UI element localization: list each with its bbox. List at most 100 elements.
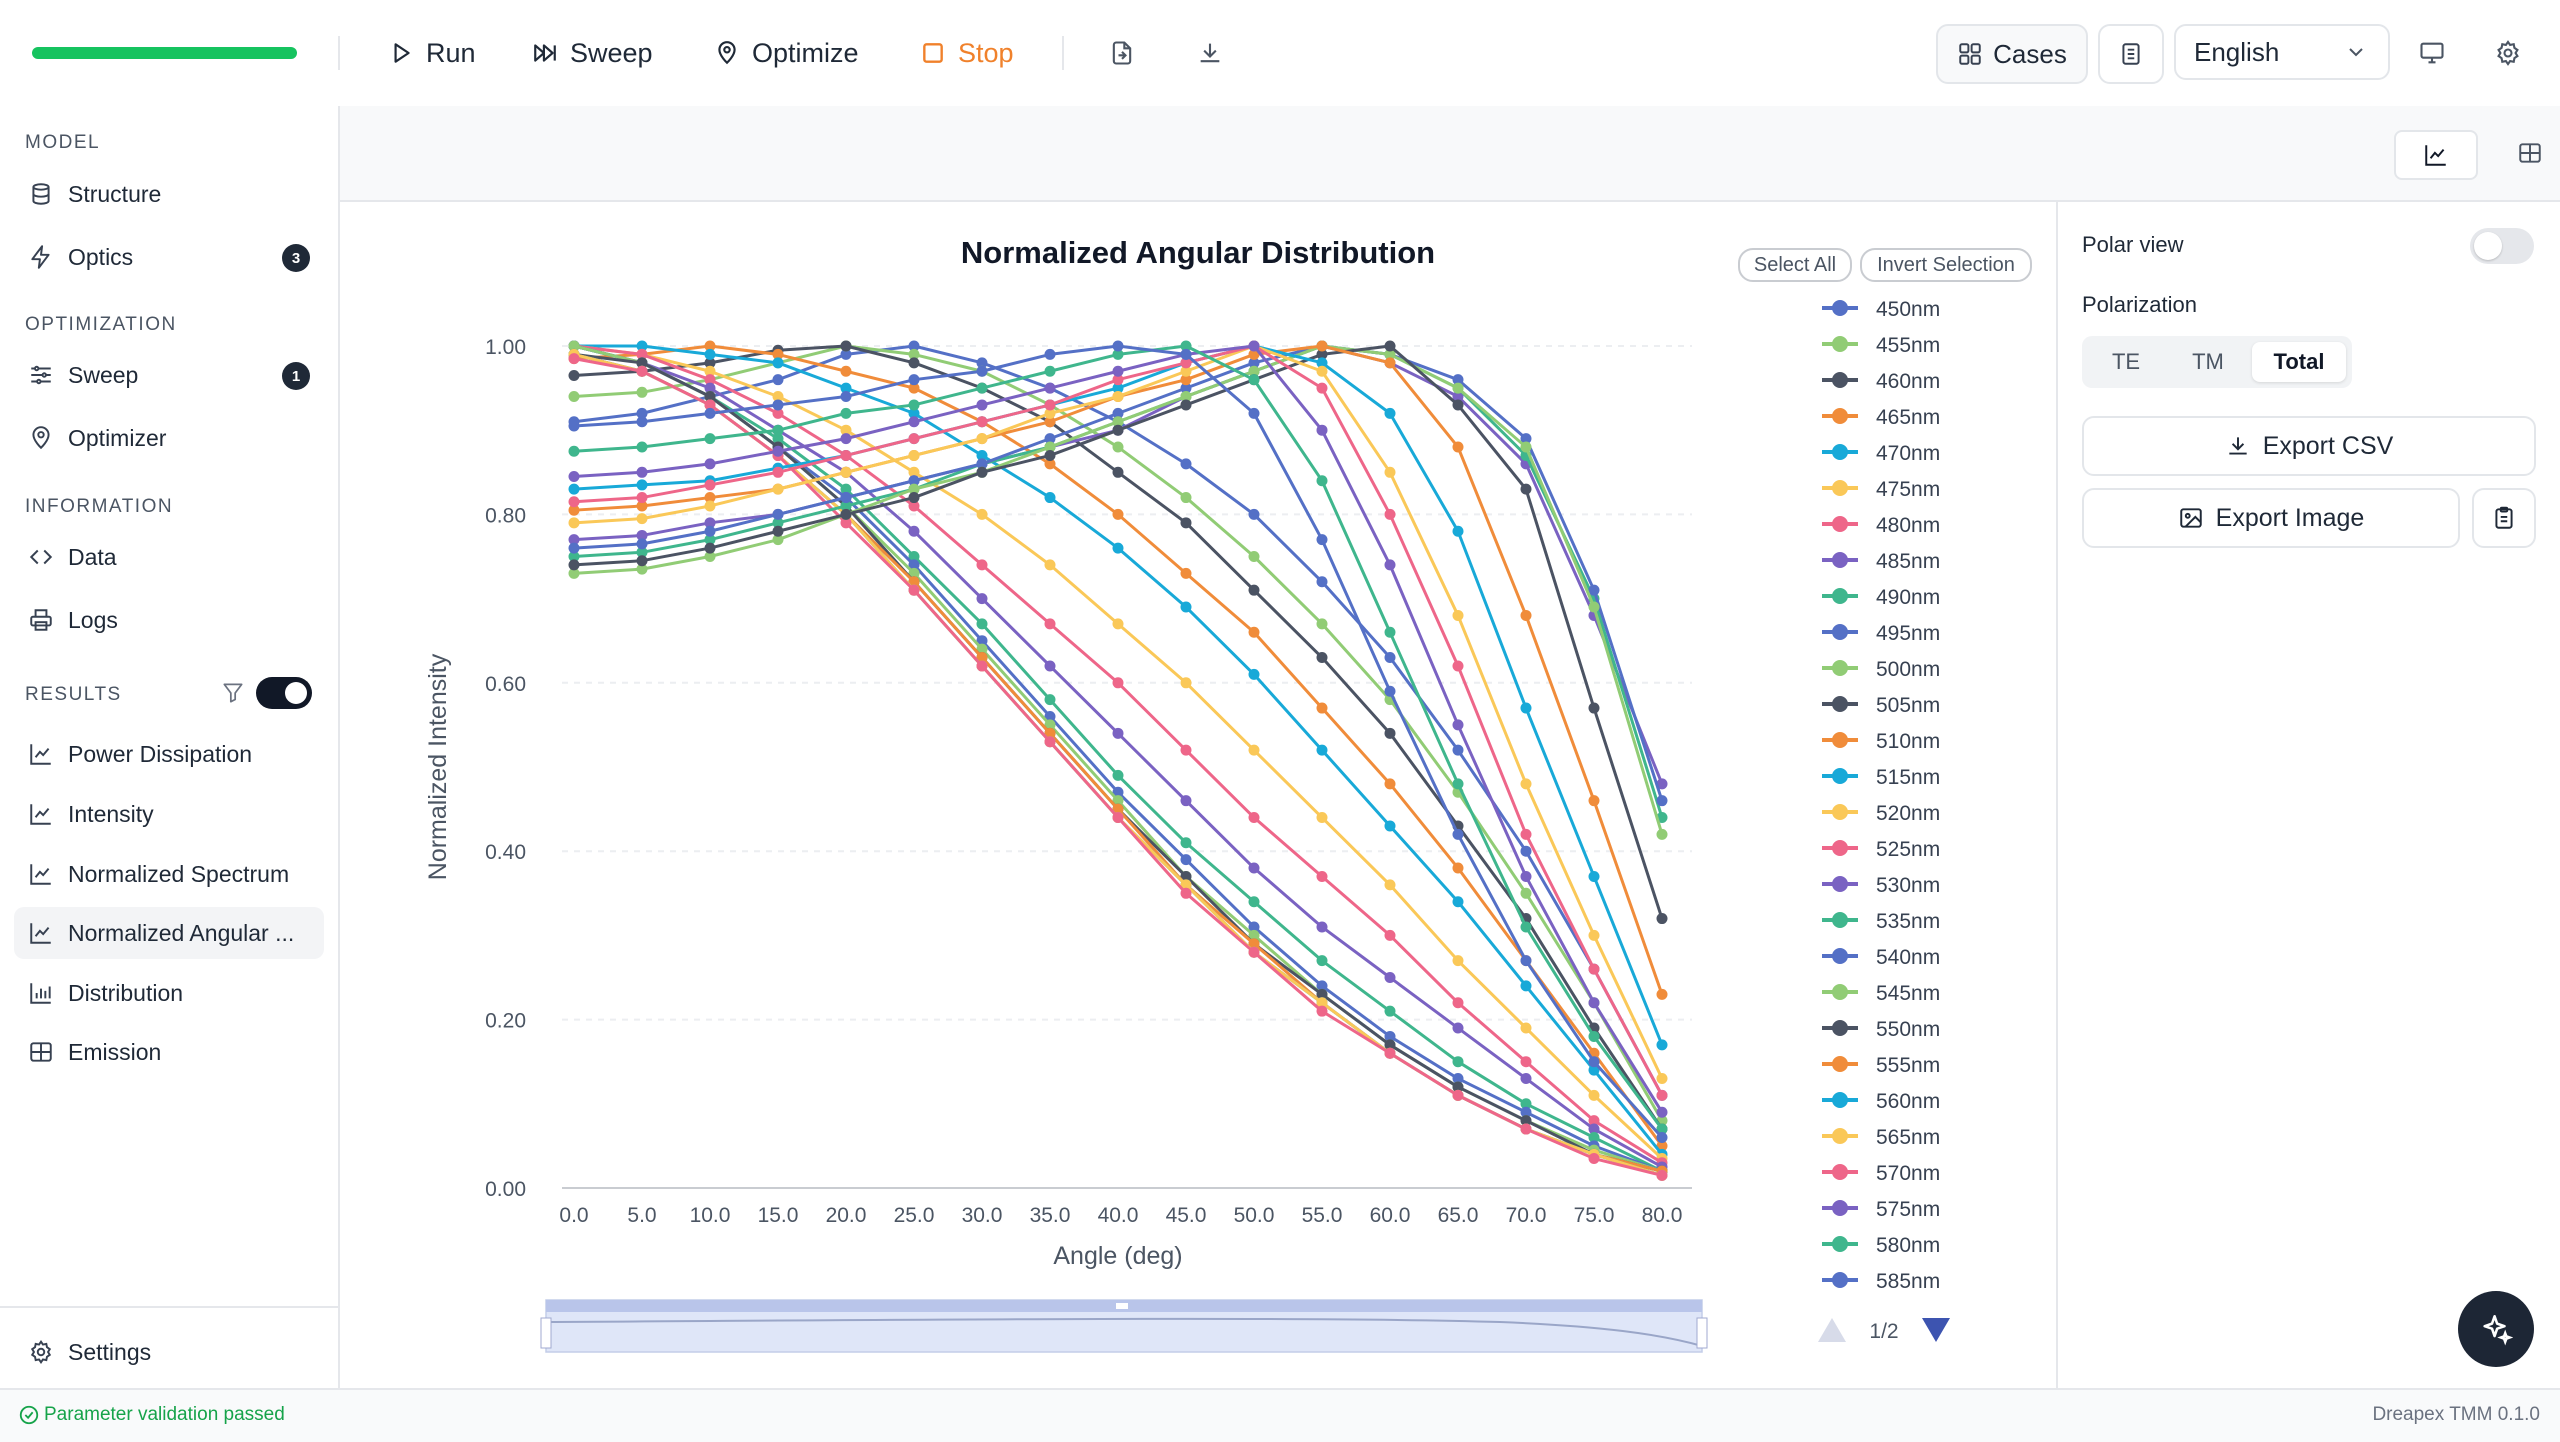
pol-option-te[interactable]: TE bbox=[2111, 349, 2141, 374]
legend-item[interactable]: 465nm bbox=[1822, 406, 1940, 429]
legend-item[interactable]: 505nm bbox=[1822, 694, 1940, 717]
cases-button[interactable]: Cases bbox=[1936, 24, 2088, 84]
sidebar-item-label: Sweep bbox=[68, 361, 139, 388]
data-point bbox=[636, 365, 648, 377]
legend-marker bbox=[1832, 1128, 1848, 1144]
legend-item[interactable]: 490nm bbox=[1822, 586, 1940, 609]
export-csv-button[interactable]: Export CSV bbox=[2082, 416, 2536, 476]
zoom-slider[interactable] bbox=[540, 1299, 1708, 1353]
data-point bbox=[1316, 652, 1328, 664]
sparkle-icon bbox=[2483, 1314, 2513, 1346]
data-point bbox=[908, 399, 920, 411]
table-view-button[interactable] bbox=[2490, 130, 2560, 176]
legend-item[interactable]: 525nm bbox=[1822, 838, 1940, 861]
legend-item[interactable]: 580nm bbox=[1822, 1234, 1940, 1257]
display-button[interactable] bbox=[2414, 35, 2450, 71]
legend-item[interactable]: 470nm bbox=[1822, 442, 1940, 465]
data-point bbox=[1180, 567, 1192, 579]
legend-item[interactable]: 450nm bbox=[1822, 298, 1940, 321]
stop-button[interactable]: Stop bbox=[920, 30, 1014, 76]
polar-view-toggle[interactable] bbox=[2470, 228, 2534, 264]
pol-option-tm[interactable]: TM bbox=[2192, 349, 2224, 374]
sidebar-item-normalized-spectrum[interactable]: Normalized Spectrum bbox=[14, 848, 324, 900]
pol-option-total[interactable]: Total bbox=[2252, 342, 2346, 382]
language-select[interactable]: English bbox=[2174, 24, 2390, 80]
data-point bbox=[568, 504, 580, 516]
legend-item[interactable]: 455nm bbox=[1822, 334, 1940, 357]
export-image-button[interactable]: Export Image bbox=[2082, 488, 2460, 548]
sidebar-item-normalized-angular[interactable]: Normalized Angular ... bbox=[14, 907, 324, 959]
data-point bbox=[976, 449, 988, 461]
sidebar-item-power-dissipation[interactable]: Power Dissipation bbox=[14, 728, 324, 780]
legend-item[interactable]: 515nm bbox=[1822, 766, 1940, 789]
legend-item[interactable]: 550nm bbox=[1822, 1018, 1940, 1041]
legend-marker bbox=[1832, 660, 1848, 676]
legend-item[interactable]: 545nm bbox=[1822, 982, 1940, 1005]
data-point bbox=[976, 559, 988, 571]
sweep-button[interactable]: Sweep bbox=[532, 30, 653, 76]
data-point bbox=[840, 508, 852, 520]
x-tick-label: 60.0 bbox=[1370, 1204, 1411, 1227]
data-point bbox=[1384, 1047, 1396, 1059]
import-button[interactable] bbox=[1104, 35, 1140, 71]
legend-item[interactable]: 500nm bbox=[1822, 658, 1940, 681]
select-all-button[interactable]: Select All bbox=[1738, 248, 1852, 282]
legend-item[interactable]: 560nm bbox=[1822, 1090, 1940, 1113]
data-point bbox=[1452, 744, 1464, 756]
legend-marker bbox=[1832, 1092, 1848, 1108]
legend-item[interactable]: 530nm bbox=[1822, 874, 1940, 897]
chart-view-button[interactable] bbox=[2394, 130, 2478, 180]
ai-assistant-button[interactable] bbox=[2458, 1291, 2534, 1367]
sidebar-item-structure[interactable]: Structure bbox=[14, 168, 324, 220]
data-point bbox=[1112, 466, 1124, 478]
grid-icon bbox=[1959, 43, 1981, 65]
data-point bbox=[1316, 744, 1328, 756]
data-point bbox=[636, 479, 648, 491]
sidebar-item-optimizer[interactable]: Optimizer bbox=[14, 412, 324, 464]
data-point bbox=[1180, 399, 1192, 411]
sidebar-item-data[interactable]: Data bbox=[14, 531, 324, 583]
sidebar-item-intensity[interactable]: Intensity bbox=[14, 788, 324, 840]
sidebar-item-logs[interactable]: Logs bbox=[14, 594, 324, 646]
copy-image-button[interactable] bbox=[2472, 488, 2536, 548]
legend-item[interactable]: 565nm bbox=[1822, 1126, 1940, 1149]
legend-marker bbox=[1832, 1200, 1848, 1216]
legend-item[interactable]: 540nm bbox=[1822, 946, 1940, 969]
data-point bbox=[1520, 1073, 1532, 1085]
legend-marker bbox=[1832, 804, 1848, 820]
sidebar-item-distribution[interactable]: Distribution bbox=[14, 967, 324, 1019]
legend-next-page-icon[interactable] bbox=[1922, 1318, 1950, 1342]
data-point bbox=[908, 407, 920, 419]
legend-item[interactable]: 585nm bbox=[1822, 1270, 1940, 1293]
legend-page-indicator: 1/2 bbox=[1869, 1320, 1898, 1343]
legend-item[interactable]: 485nm bbox=[1822, 550, 1940, 573]
sidebar-item-settings[interactable]: Settings bbox=[14, 1326, 324, 1378]
results-filter-toggle[interactable] bbox=[256, 677, 312, 709]
series-585nm bbox=[568, 340, 1668, 1143]
legend-item[interactable]: 475nm bbox=[1822, 478, 1940, 501]
settings-top-button[interactable] bbox=[2490, 35, 2526, 71]
legend-item[interactable]: 535nm bbox=[1822, 910, 1940, 933]
invert-selection-button[interactable]: Invert Selection bbox=[1860, 248, 2032, 282]
legend-label: 515nm bbox=[1876, 766, 1940, 789]
legend-prev-page-icon[interactable] bbox=[1818, 1318, 1846, 1342]
data-point bbox=[636, 563, 648, 575]
legend-item[interactable]: 570nm bbox=[1822, 1162, 1940, 1185]
legend-item[interactable]: 555nm bbox=[1822, 1054, 1940, 1077]
legend-item[interactable]: 480nm bbox=[1822, 514, 1940, 537]
legend-item[interactable]: 495nm bbox=[1822, 622, 1940, 645]
legend-item[interactable]: 510nm bbox=[1822, 730, 1940, 753]
optimize-button[interactable]: Optimize bbox=[714, 30, 859, 76]
series-450nm bbox=[568, 340, 1668, 1101]
notes-button[interactable] bbox=[2098, 24, 2164, 84]
legend-item[interactable]: 460nm bbox=[1822, 370, 1940, 393]
download-button[interactable] bbox=[1192, 35, 1228, 71]
data-point bbox=[1044, 660, 1056, 672]
sidebar-item-optics[interactable]: Optics 3 bbox=[14, 231, 324, 283]
filter-icon[interactable] bbox=[220, 680, 246, 706]
sidebar-item-emission[interactable]: Emission bbox=[14, 1026, 324, 1078]
sidebar-item-sweep[interactable]: Sweep 1 bbox=[14, 349, 324, 401]
legend-item[interactable]: 520nm bbox=[1822, 802, 1940, 825]
legend-item[interactable]: 575nm bbox=[1822, 1198, 1940, 1221]
run-button[interactable]: Run bbox=[388, 30, 476, 76]
